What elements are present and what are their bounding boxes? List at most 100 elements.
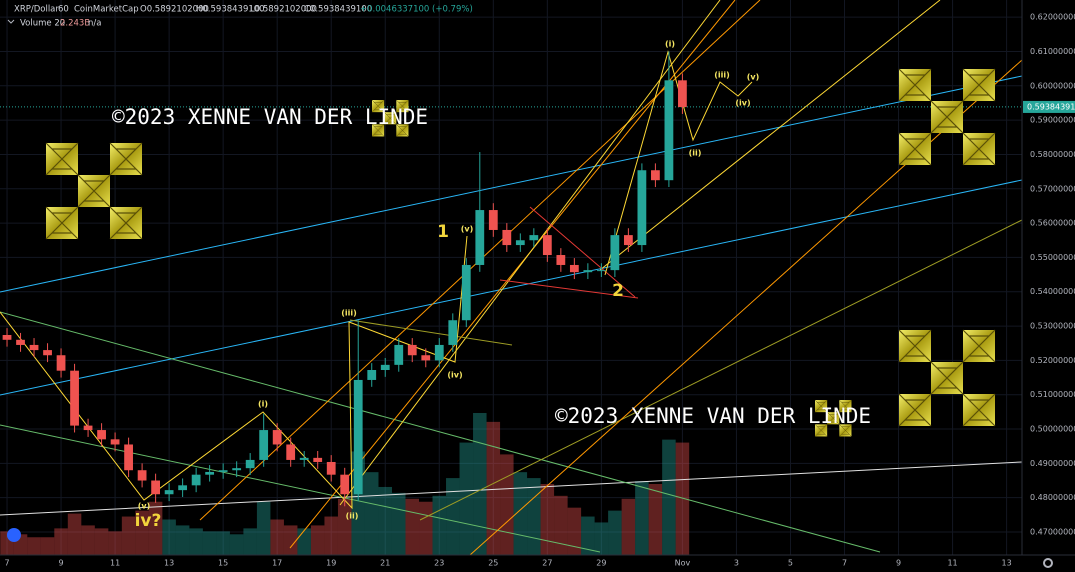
volume-bar [648, 484, 663, 555]
volume-bar [108, 531, 122, 555]
ohlc-change: +0.0046337100 (+0.79%) [360, 5, 473, 15]
settings-icon[interactable] [1043, 558, 1053, 568]
price-axis [1022, 0, 1075, 572]
candle-body [272, 430, 282, 445]
candles [2, 51, 687, 507]
candle-body [651, 170, 660, 181]
volume-value: 2.243B [60, 19, 90, 29]
x-tick-label: 9 [896, 559, 901, 568]
y-tick-label: 0.5100000000 [1030, 390, 1075, 399]
candle-body [569, 264, 579, 273]
trend-line [0, 424, 601, 553]
source: CoinMarketCap [74, 5, 139, 15]
candle-body [286, 444, 296, 460]
candle-body [583, 270, 593, 273]
volume-bar [500, 454, 514, 555]
candle-body [43, 350, 52, 356]
trend-line [0, 75, 1023, 293]
volume-bar [364, 472, 379, 555]
candle-body [164, 490, 174, 495]
ohlc-low: L0.5892102000 [250, 5, 317, 15]
candle-body [56, 355, 66, 371]
trend-line [599, 0, 941, 271]
candle-body [2, 334, 12, 340]
candle-body [205, 471, 215, 475]
volume-bar [175, 525, 190, 555]
candle-body [151, 480, 160, 495]
volume-bar [256, 501, 271, 555]
logo [7, 528, 21, 542]
y-tick-label: 0.5700000000 [1030, 184, 1075, 193]
candle-body [515, 240, 525, 246]
candle-body [29, 344, 39, 351]
y-tick-label: 0.5400000000 [1030, 287, 1075, 296]
trend-line [419, 219, 1023, 521]
watermark: ©2023 XENNE VAN DER LINDE [555, 404, 871, 428]
candle-body [97, 430, 106, 440]
trend-line [0, 311, 881, 553]
candle-body [596, 270, 606, 272]
collapse-arrow[interactable] [7, 19, 15, 24]
volume-bar [148, 501, 163, 555]
volume-bar [297, 528, 311, 555]
trend-line [349, 319, 513, 346]
x-tick-label: 9 [59, 559, 64, 568]
volume-bar [67, 513, 82, 555]
candle-body [340, 474, 350, 495]
y-tick-label: 0.4900000000 [1030, 459, 1075, 468]
volume-bar [94, 528, 109, 555]
x-tick-label: 11 [947, 559, 957, 568]
candle-body [232, 468, 242, 471]
volume-ma: n/a [88, 19, 101, 29]
candle-body [556, 255, 566, 265]
y-tick-label: 0.5800000000 [1030, 150, 1075, 159]
candle-body [502, 229, 512, 246]
y-tick-label: 0.4700000000 [1030, 528, 1075, 537]
volume-bar [121, 516, 136, 555]
watermark: ©2023 XENNE VAN DER LINDE [112, 105, 428, 129]
volume-bar [216, 531, 230, 555]
candle-body [461, 264, 471, 321]
wave-label: 2 [612, 281, 624, 301]
volume-bar [675, 442, 690, 555]
trend-line [499, 279, 639, 299]
x-tick-label: 25 [488, 559, 498, 568]
y-tick-label: 0.6200000000 [1030, 13, 1075, 22]
candle-body [367, 370, 377, 380]
x-tick-label: 3 [734, 559, 739, 568]
volume-bar [283, 525, 298, 555]
volume-bar [54, 528, 68, 555]
x-tick-label: 7 [842, 559, 847, 568]
y-tick-label: 0.5200000000 [1030, 356, 1075, 365]
volume-pane [0, 413, 690, 555]
volume-bar [594, 522, 609, 555]
ohlc-high: H0.5938439100 [196, 5, 265, 15]
y-tick-label: 0.5600000000 [1030, 219, 1075, 228]
candle-body [245, 459, 255, 469]
volume-bar [40, 537, 55, 555]
volume-bar [27, 537, 41, 555]
volume-bar [405, 498, 420, 555]
candle-body [678, 80, 687, 108]
volume-bar [432, 495, 447, 555]
x-tick-label: 13 [164, 559, 174, 568]
candle-body [83, 425, 93, 431]
y-tick-label: 0.4800000000 [1030, 493, 1075, 502]
candle-body [178, 485, 188, 491]
x-tick-label: 13 [1002, 559, 1012, 568]
x-tick-label: 5 [788, 559, 793, 568]
axes: 0.4700000000 0.4800000000 0.4900000000 0.50… [4, 13, 1075, 568]
candle-body [407, 344, 417, 356]
volume-bar [527, 478, 541, 555]
y-tick-label: 0.5900000000 [1030, 116, 1075, 125]
candle-body [70, 370, 79, 426]
wave-path [604, 50, 753, 276]
wave-label: (i) [665, 40, 675, 49]
candle-body [16, 339, 25, 345]
x-tick-label: 21 [380, 559, 390, 568]
volume-bar [459, 442, 474, 555]
candle-body [259, 430, 269, 460]
y-tick-label: 0.6000000000 [1030, 81, 1075, 90]
x-tick-label: 27 [542, 559, 552, 568]
